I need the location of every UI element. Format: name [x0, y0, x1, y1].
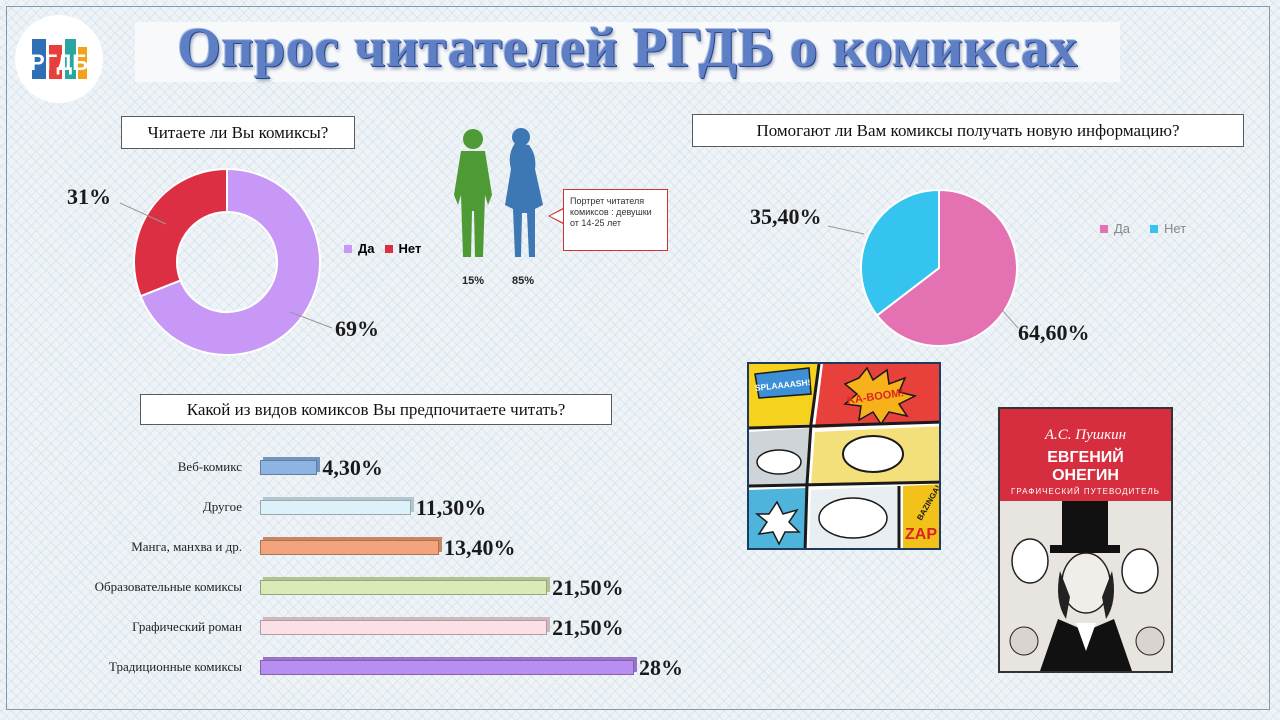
donut-legend: Да Нет: [344, 241, 421, 256]
rgdb-logo-icon: РГДБ: [30, 39, 88, 79]
comic-illustration: KA-BOOM! SPLAAAASH! BAZINGA! ZAP: [747, 362, 941, 550]
pie-slice-1: [860, 188, 940, 317]
book-cover-onegin: А.С. Пушкин ЕВГЕНИЙ ОНЕГИН ГРАФИЧЕСКИЙ П…: [998, 407, 1173, 673]
rgdb-logo: РГДБ: [15, 15, 103, 103]
pie-slice-0: [875, 188, 1018, 347]
book-title-line1: ЕВГЕНИЙ: [1047, 449, 1124, 466]
legend-swatch-da: [1100, 224, 1108, 233]
pie-legend: Да Нет: [1100, 221, 1186, 236]
book-subtitle: ГРАФИЧЕСКИЙ ПУТЕВОДИТЕЛЬ: [1011, 487, 1160, 496]
book-title: ЕВГЕНИЙ ОНЕГИН: [1000, 449, 1171, 485]
pie-leader-da: [1001, 309, 1019, 329]
pie-label-da: 64,60%: [1018, 320, 1090, 345]
bar-value-label: 21,50%: [552, 575, 624, 600]
bar-value-label: 11,30%: [415, 495, 487, 520]
legend-label-net: Нет: [1164, 221, 1187, 236]
reader-silhouettes: [454, 128, 543, 257]
donut-slice-1: [133, 167, 228, 298]
donut-label-net: 31%: [67, 184, 111, 209]
bar-value-label: 13,40%: [443, 535, 516, 560]
bar-value-label: 4,30%: [322, 455, 383, 480]
comic-word-zap: ZAP: [905, 526, 937, 543]
bar-question: Какой из видов комиксов Вы предпочитаете…: [140, 394, 612, 425]
donut-question: Читаете ли Вы комиксы?: [121, 116, 355, 149]
donut-chart: [119, 167, 333, 356]
legend-swatch-net: [384, 244, 393, 253]
legend-swatch-da: [344, 244, 352, 253]
bar-3: [260, 580, 548, 595]
legend-swatch-net: [1150, 224, 1159, 233]
bar-2: [260, 540, 439, 555]
bar-value-label: 21,50%: [552, 615, 624, 640]
bar-category-label: Другое: [202, 499, 242, 514]
bar-category-label: Образовательные комиксы: [94, 579, 242, 594]
female-percent: 85%: [512, 275, 535, 287]
bar-category-label: Традиционные комиксы: [109, 659, 242, 674]
legend-label-net: Нет: [398, 241, 422, 256]
page-title: Опрос читателей РГДБ о комиксах: [177, 17, 1078, 79]
bar-category-label: Веб-комикс: [177, 459, 242, 474]
bar-value-label: 28%: [639, 655, 683, 680]
pie-leader-net: [827, 225, 865, 235]
comic-panels-image: KA-BOOM! SPLAAAASH! BAZINGA! ZAP: [749, 364, 939, 548]
bar-1: [260, 500, 411, 515]
female-silhouette-icon: [505, 128, 543, 257]
book-title-line2: ОНЕГИН: [1052, 467, 1119, 484]
portrait-note: Портрет читателя комиксов : девушки от 1…: [563, 189, 668, 251]
donut-leader-net: [119, 202, 167, 225]
bar-4: [260, 620, 548, 635]
bar-category-label: Графический роман: [132, 619, 242, 634]
rgdb-logo-text: РГДБ: [30, 50, 88, 75]
note-pointer-inner: [550, 209, 564, 223]
donut-label-da: 69%: [335, 316, 379, 341]
bar-5: [260, 660, 634, 675]
male-percent: 15%: [462, 275, 485, 287]
title-banner: [135, 22, 1120, 82]
book-author: А.С. Пушкин: [1044, 427, 1127, 443]
pie-question: Помогают ли Вам комиксы получать новую и…: [692, 114, 1244, 147]
donut-leader-da: [289, 311, 333, 329]
bar-0: [260, 460, 318, 475]
male-silhouette-icon: [454, 129, 492, 257]
legend-label-da: Да: [358, 241, 375, 256]
bar-category-label: Манга, манхва и др.: [131, 539, 242, 554]
pie-label-net: 35,40%: [750, 204, 822, 229]
legend-label-da: Да: [1114, 221, 1131, 236]
donut-slice-0: [139, 167, 321, 356]
book-illustration-image: [1000, 501, 1171, 671]
pie-chart: [827, 188, 1019, 347]
